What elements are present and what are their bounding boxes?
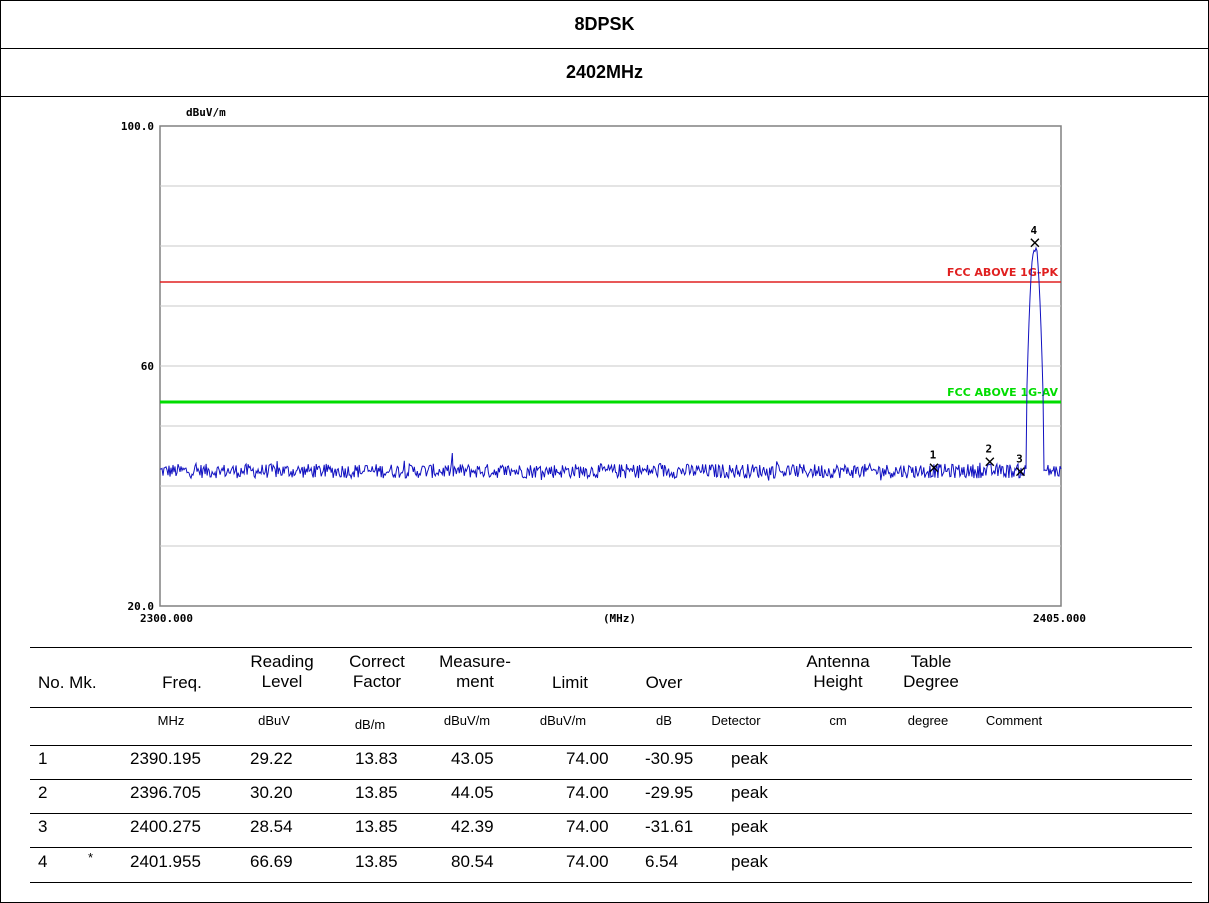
table-cell: 4 <box>38 852 48 871</box>
table-rule <box>30 779 1192 780</box>
table-cell: 6.54 <box>645 852 679 871</box>
table-unit: dBuV/m <box>539 713 587 728</box>
table-cell: peak <box>731 783 768 802</box>
y-tick-label: 60 <box>141 360 154 373</box>
table-cell: 28.54 <box>250 817 293 836</box>
table-cell: 1 <box>38 749 48 768</box>
marker-x <box>985 457 995 467</box>
table-cell: 2390.195 <box>130 749 201 768</box>
spectrum-chart: 100.0 60 20.0 dBuV/m 2300.000 (MHz) 2405.000 FC… <box>121 106 1086 625</box>
table-cell: * <box>88 850 94 865</box>
table-cell: -30.95 <box>645 749 694 768</box>
table-cell: 2401.955 <box>130 852 201 871</box>
table-rule <box>30 847 1192 848</box>
table-unit: dBuV/m <box>443 713 491 728</box>
table-header: No. Mk. <box>38 673 97 692</box>
table-unit: Detector <box>711 713 761 728</box>
table-cell: 3 <box>38 817 48 836</box>
table-header: Reading Level <box>250 652 314 691</box>
table-cell: 2 <box>38 783 48 802</box>
table-cell: 13.85 <box>355 852 398 871</box>
table-cell: 74.00 <box>566 852 609 871</box>
table-cell: 2400.275 <box>130 817 201 836</box>
x-tick-label: 2405.000 <box>1033 612 1086 625</box>
table-cell: peak <box>731 749 768 768</box>
table-header: Over <box>645 673 683 692</box>
limit-label: FCC ABOVE 1G-AV <box>947 386 1058 399</box>
table-cell: 2396.705 <box>130 783 201 802</box>
table-cell: 44.05 <box>451 783 494 802</box>
table-header: Freq. <box>162 673 202 692</box>
table-header: Antenna Height <box>806 652 870 691</box>
table-unit: Comment <box>985 713 1043 728</box>
frequency-text: 2402MHz <box>565 62 644 82</box>
marker-label: 1 <box>930 449 937 462</box>
table-cell: 29.22 <box>250 749 293 768</box>
table-rule <box>30 707 1192 708</box>
table-cell: 13.85 <box>355 817 398 836</box>
table-unit: cm <box>829 713 847 728</box>
table-cell: 80.54 <box>451 852 494 871</box>
table-rule <box>30 813 1192 814</box>
marker-label: 4 <box>1031 224 1038 237</box>
table-cell: 30.20 <box>250 783 293 802</box>
table-header: Table Degree <box>903 652 959 691</box>
spectrum-trace <box>159 246 1062 481</box>
x-tick-label: 2300.000 <box>140 612 193 625</box>
table-header: Correct Factor <box>349 652 405 691</box>
table-cell: 13.85 <box>355 783 398 802</box>
table-unit: MHz <box>157 713 185 728</box>
y-tick-label: 20.0 <box>128 600 155 613</box>
marker-label: 2 <box>986 443 993 456</box>
y-unit-label: dBuV/m <box>186 106 226 119</box>
x-axis-label: (MHz) <box>603 612 636 625</box>
table-cell: 74.00 <box>566 749 609 768</box>
frequency-title: 2402MHz <box>1 49 1208 97</box>
modulation-title: 8DPSK <box>1 1 1208 49</box>
marker-x <box>929 463 939 473</box>
table-rule <box>30 745 1192 746</box>
y-tick-label: 100.0 <box>121 120 154 133</box>
table-cell: 42.39 <box>451 817 494 836</box>
table-unit: dB <box>656 713 672 728</box>
table-unit: dBuV <box>258 713 290 728</box>
table-unit: dB/m <box>354 717 386 732</box>
table-cell: 74.00 <box>566 783 609 802</box>
table-cell: -29.95 <box>645 783 694 802</box>
table-header: Limit <box>552 673 588 692</box>
table-rule <box>30 882 1192 883</box>
modulation-text: 8DPSK <box>574 14 635 34</box>
table-cell: -31.61 <box>645 817 694 836</box>
marker-x <box>1015 467 1025 477</box>
marker-x <box>1030 238 1040 248</box>
table-cell: peak <box>731 817 768 836</box>
marker-label: 3 <box>1016 453 1023 466</box>
table-rule <box>30 647 1192 648</box>
table-cell: 74.00 <box>566 817 609 836</box>
table-unit: degree <box>907 713 949 728</box>
table-header: Measure- ment <box>439 652 511 691</box>
table-cell: 66.69 <box>250 852 293 871</box>
limit-label: FCC ABOVE 1G-PK <box>947 266 1059 279</box>
table-cell: 43.05 <box>451 749 494 768</box>
table-cell: 13.83 <box>355 749 398 768</box>
table-cell: peak <box>731 852 768 871</box>
